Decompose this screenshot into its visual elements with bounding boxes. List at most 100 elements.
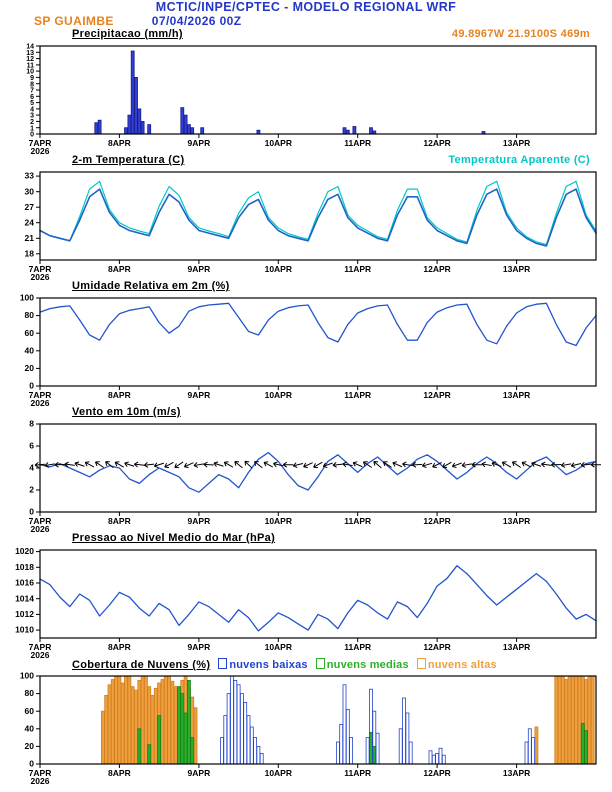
legend-nuvens-altas: nuvens altas — [416, 658, 497, 672]
wind-direction-barbs — [34, 460, 601, 469]
station-name: SP GUAIMBE — [34, 14, 114, 28]
nuvens-baixas-swatch — [218, 658, 228, 669]
svg-text:7APR: 7APR — [29, 138, 52, 148]
svg-text:10APR: 10APR — [265, 390, 292, 400]
svg-text:5: 5 — [30, 100, 34, 107]
panel-pressure: Pressao ao Nivel Medio do Mar (hPa) 1010… — [0, 532, 612, 658]
svg-text:18: 18 — [25, 248, 35, 258]
panel-precipitation: Precipitacao (mm/h) 49.8967W 21.9100S 46… — [0, 28, 612, 154]
svg-text:11APR: 11APR — [344, 768, 371, 778]
svg-text:12APR: 12APR — [423, 768, 450, 778]
svg-text:10APR: 10APR — [265, 264, 292, 274]
svg-text:1016: 1016 — [15, 578, 34, 588]
nuvens-baixas — [220, 675, 535, 765]
svg-text:2: 2 — [29, 485, 34, 495]
svg-text:2026: 2026 — [31, 650, 50, 658]
svg-text:12APR: 12APR — [423, 264, 450, 274]
svg-text:6: 6 — [30, 94, 34, 101]
legend-nuvens-baixas: nuvens baixas — [218, 658, 308, 672]
svg-text:10APR: 10APR — [265, 138, 292, 148]
svg-text:10APR: 10APR — [265, 642, 292, 652]
wind-speed — [39, 451, 597, 493]
svg-text:9APR: 9APR — [188, 768, 211, 778]
svg-text:80: 80 — [25, 310, 35, 320]
panel-humidity-title: Umidade Relativa em 2m (%) — [72, 280, 230, 292]
svg-text:100: 100 — [20, 293, 34, 303]
svg-text:11APR: 11APR — [344, 390, 371, 400]
svg-text:11APR: 11APR — [344, 642, 371, 652]
nuvens-baixas-label: nuvens baixas — [229, 659, 308, 671]
svg-text:7APR: 7APR — [29, 390, 52, 400]
svg-text:11: 11 — [27, 63, 35, 70]
svg-text:7: 7 — [30, 88, 34, 95]
panel-temperature-header: 2-m Temperatura (C) Temperatura Aparente… — [0, 154, 612, 167]
apparent-temperature — [39, 180, 597, 246]
nuvens-medias-swatch — [315, 658, 325, 669]
svg-text:1: 1 — [30, 125, 34, 132]
svg-text:4: 4 — [29, 463, 34, 473]
svg-text:0: 0 — [30, 132, 34, 139]
svg-text:12APR: 12APR — [423, 642, 450, 652]
y-axis: 0 20 40 60 80 100 — [20, 671, 40, 769]
svg-text:9APR: 9APR — [188, 264, 211, 274]
svg-text:2: 2 — [30, 119, 34, 126]
svg-text:1010: 1010 — [15, 625, 34, 635]
svg-text:0: 0 — [29, 507, 34, 517]
y-axis: 18 21 24 27 30 33 — [25, 171, 40, 258]
y-axis: 0 20 40 60 80 100 — [20, 293, 40, 391]
panel-temperature: 2-m Temperatura (C) Temperatura Aparente… — [0, 154, 612, 280]
svg-text:8APR: 8APR — [108, 138, 131, 148]
svg-text:0: 0 — [29, 759, 34, 769]
svg-text:12: 12 — [26, 56, 34, 63]
svg-text:40: 40 — [25, 723, 35, 733]
svg-text:20: 20 — [25, 363, 35, 373]
location-coordinates: 49.8967W 21.9100S 469m — [451, 28, 590, 40]
svg-text:7APR: 7APR — [29, 516, 52, 526]
svg-text:80: 80 — [25, 688, 35, 698]
model-run-datetime: 07/04/2026 00Z — [151, 14, 242, 28]
svg-text:100: 100 — [20, 671, 34, 681]
svg-text:10: 10 — [26, 69, 34, 76]
svg-text:13APR: 13APR — [503, 264, 530, 274]
apparent-temperature-label: Temperatura Aparente (C) — [448, 154, 590, 166]
svg-text:11APR: 11APR — [344, 138, 371, 148]
svg-text:2026: 2026 — [31, 524, 50, 532]
header-subtitle: SP GUAIMBE 07/04/2026 00Z — [0, 14, 612, 28]
svg-text:8: 8 — [30, 81, 34, 88]
nuvens-altas — [101, 675, 595, 765]
panel-pressure-title: Pressao ao Nivel Medio do Mar (hPa) — [72, 532, 276, 544]
svg-text:10APR: 10APR — [265, 516, 292, 526]
svg-text:3: 3 — [30, 113, 34, 120]
svg-text:4: 4 — [30, 107, 34, 114]
nuvens-medias-label: nuvens medias — [326, 659, 409, 671]
svg-text:13APR: 13APR — [503, 516, 530, 526]
svg-text:8APR: 8APR — [108, 516, 131, 526]
svg-text:1018: 1018 — [15, 562, 34, 572]
svg-text:13APR: 13APR — [503, 768, 530, 778]
temperature-2m — [39, 188, 597, 247]
legend-nuvens-medias: nuvens medias — [315, 658, 409, 672]
svg-text:9: 9 — [30, 75, 34, 82]
panel-precipitation-header: Precipitacao (mm/h) 49.8967W 21.9100S 46… — [0, 28, 612, 41]
panel-cloud-cover-title: Cobertura de Nuvens (%) — [72, 659, 211, 671]
svg-text:12APR: 12APR — [423, 516, 450, 526]
svg-text:8APR: 8APR — [108, 390, 131, 400]
svg-text:30: 30 — [25, 186, 35, 196]
panel-wind-header: Vento em 10m (m/s) — [0, 406, 612, 419]
svg-text:9APR: 9APR — [188, 390, 211, 400]
page-title: MCTIC/INPE/CPTEC - MODELO REGIONAL WRF — [155, 0, 457, 14]
svg-text:60: 60 — [25, 328, 35, 338]
y-axis: 0 2 4 6 8 — [29, 419, 40, 517]
relative-humidity — [39, 302, 597, 347]
svg-text:1012: 1012 — [15, 609, 34, 619]
svg-text:27: 27 — [25, 202, 35, 212]
